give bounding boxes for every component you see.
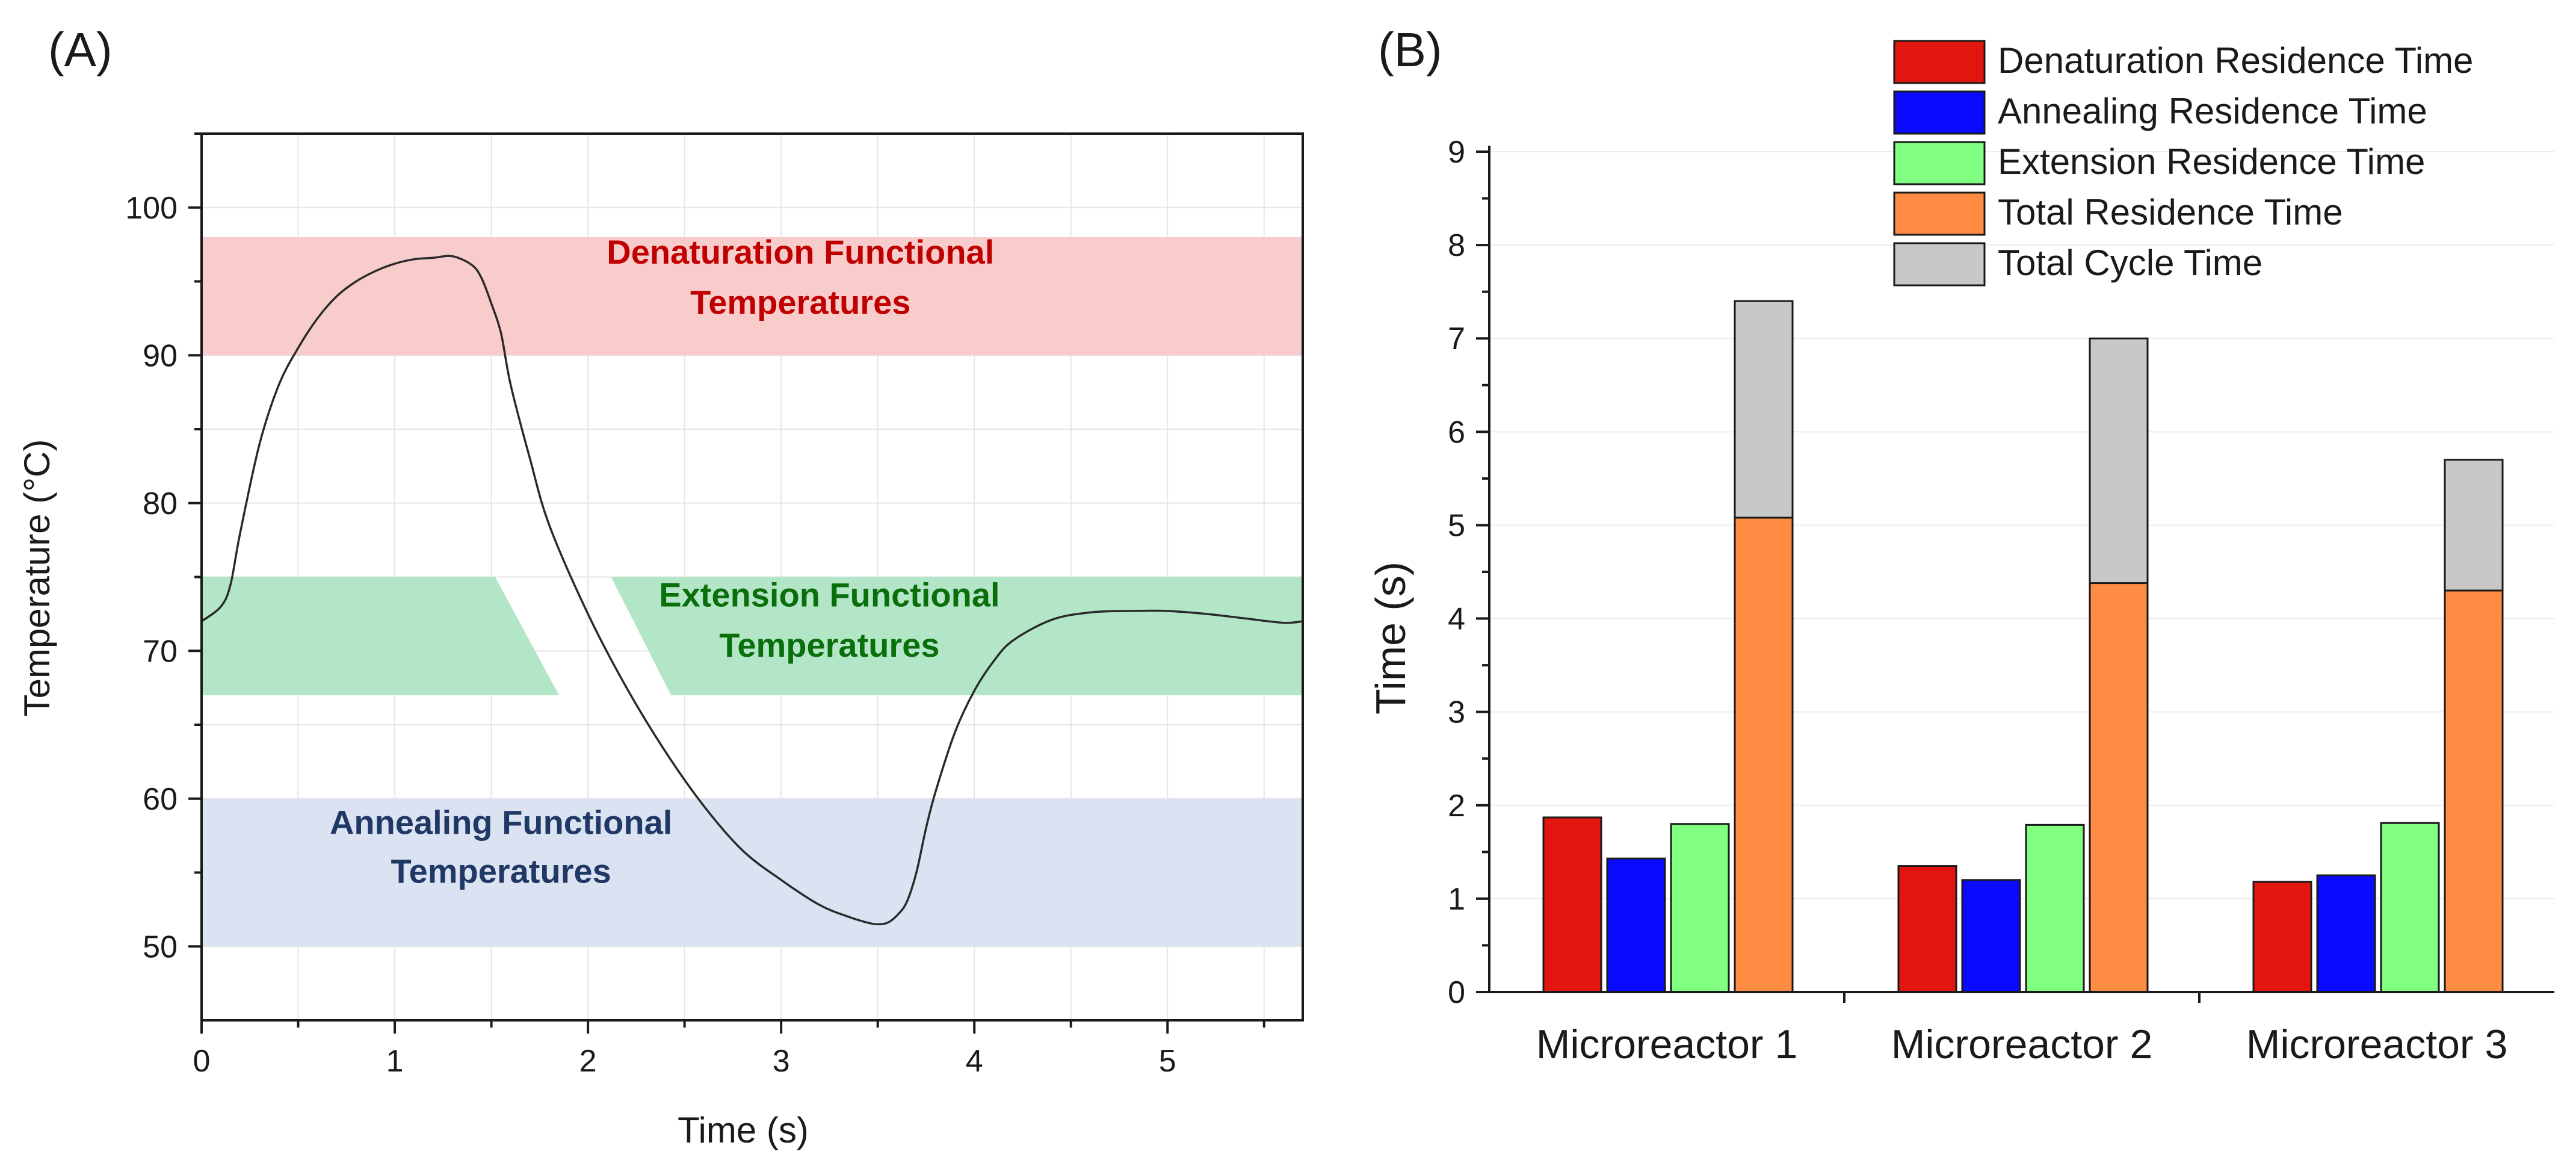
band-denaturation bbox=[202, 237, 1303, 356]
panel-b-legend: Denaturation Residence Time Annealing Res… bbox=[1893, 40, 2473, 287]
temperature-curve bbox=[200, 255, 1303, 926]
legend-entry: Extension Residence Time bbox=[1998, 141, 2425, 182]
legend-swatch bbox=[1893, 191, 1986, 236]
y-tick-label: 4 bbox=[1448, 602, 1465, 637]
panel-a-chart: (A) Denaturation Functional Temperatures E… bbox=[17, 23, 1304, 1150]
panel-a-bands: Denaturation Functional Temperatures Exten… bbox=[202, 233, 1303, 947]
legend-swatch bbox=[1893, 90, 1986, 135]
y-tick-label: 3 bbox=[1448, 695, 1465, 730]
band-label: Denaturation Functional bbox=[607, 233, 994, 271]
panel-b-label: (B) bbox=[1378, 23, 1442, 76]
panel-a-curve-group bbox=[200, 255, 1303, 926]
legend-swatch bbox=[1893, 141, 1986, 185]
panel-b-bars bbox=[1542, 300, 2504, 993]
y-tick-label: 0 bbox=[1448, 975, 1465, 1010]
band-extension-left bbox=[202, 577, 559, 695]
y-tick-label: 70 bbox=[143, 634, 178, 669]
band-label: Annealing Functional bbox=[330, 804, 672, 842]
panel-a-y-axis-title: Temperature (°C) bbox=[17, 439, 57, 717]
band-label: Temperatures bbox=[391, 852, 611, 890]
bar-total-residence-time bbox=[1734, 516, 1794, 993]
legend-entry: Total Residence Time bbox=[1998, 192, 2343, 232]
band-label: Extension Functional bbox=[659, 576, 999, 614]
category-label: Microreactor 1 bbox=[1536, 1022, 1798, 1067]
x-tick-label: 0 bbox=[193, 1044, 211, 1079]
legend-swatch bbox=[1893, 242, 1986, 287]
legend-entry: Annealing Residence Time bbox=[1998, 91, 2427, 131]
bar-total-residence-time bbox=[2089, 582, 2149, 993]
category-label: Microreactor 2 bbox=[1891, 1022, 2153, 1067]
y-tick-label: 50 bbox=[143, 929, 178, 964]
y-tick-label: 1 bbox=[1448, 882, 1465, 917]
panel-b-axes: Microreactor 1 Microreactor 2 Microreactor… bbox=[1448, 135, 2554, 1067]
y-tick-label: 7 bbox=[1448, 321, 1465, 356]
y-tick-label: 9 bbox=[1448, 135, 1465, 170]
x-tick-label: 3 bbox=[773, 1044, 790, 1079]
panel-b-y-axis-title: Time (s) bbox=[1367, 562, 1414, 715]
bar-annealing-residence-time bbox=[2316, 874, 2376, 993]
band-extension-right bbox=[611, 577, 1303, 695]
category-label: Microreactor 3 bbox=[2246, 1022, 2508, 1067]
band-label: Temperatures bbox=[690, 284, 910, 321]
y-tick-label: 90 bbox=[143, 338, 178, 373]
y-tick-label: 60 bbox=[143, 782, 178, 817]
panel-b-chart: (B) Microreactor 1 Microreactor 2 Microrea… bbox=[1367, 23, 2554, 1067]
x-tick-label: 1 bbox=[386, 1044, 404, 1079]
panel-a-axes: 0 1 2 3 4 5 50 60 70 80 90 100 bbox=[125, 132, 1304, 1079]
band-label: Temperatures bbox=[719, 626, 939, 664]
y-tick-label: 80 bbox=[143, 486, 178, 521]
x-tick-label: 4 bbox=[966, 1044, 983, 1079]
y-tick-label: 8 bbox=[1448, 228, 1465, 263]
y-tick-label: 6 bbox=[1448, 415, 1465, 450]
x-tick-label: 2 bbox=[579, 1044, 597, 1079]
x-tick-label: 5 bbox=[1159, 1044, 1176, 1079]
bar-denaturation-residence-time bbox=[1897, 865, 1957, 993]
band-annealing bbox=[202, 798, 1303, 947]
panel-a-x-axis-title: Time (s) bbox=[678, 1110, 809, 1150]
legend-entry: Denaturation Residence Time bbox=[1998, 40, 2473, 81]
legend-swatch bbox=[1893, 40, 1986, 84]
bar-annealing-residence-time bbox=[1606, 857, 1666, 993]
bar-extension-residence-time bbox=[2380, 822, 2440, 993]
legend-entry: Total Cycle Time bbox=[1998, 243, 2262, 283]
bar-extension-residence-time bbox=[1670, 823, 1730, 993]
bar-extension-residence-time bbox=[2025, 823, 2085, 993]
panel-a-label: (A) bbox=[48, 23, 113, 76]
y-tick-label: 2 bbox=[1448, 789, 1465, 823]
y-tick-label: 5 bbox=[1448, 508, 1465, 543]
bar-denaturation-residence-time bbox=[1542, 816, 1602, 993]
y-tick-label: 100 bbox=[125, 191, 178, 226]
bar-annealing-residence-time bbox=[1961, 879, 2021, 993]
bar-denaturation-residence-time bbox=[2252, 881, 2312, 993]
panel-b-grid bbox=[1489, 151, 2554, 899]
bar-total-residence-time bbox=[2444, 589, 2504, 993]
